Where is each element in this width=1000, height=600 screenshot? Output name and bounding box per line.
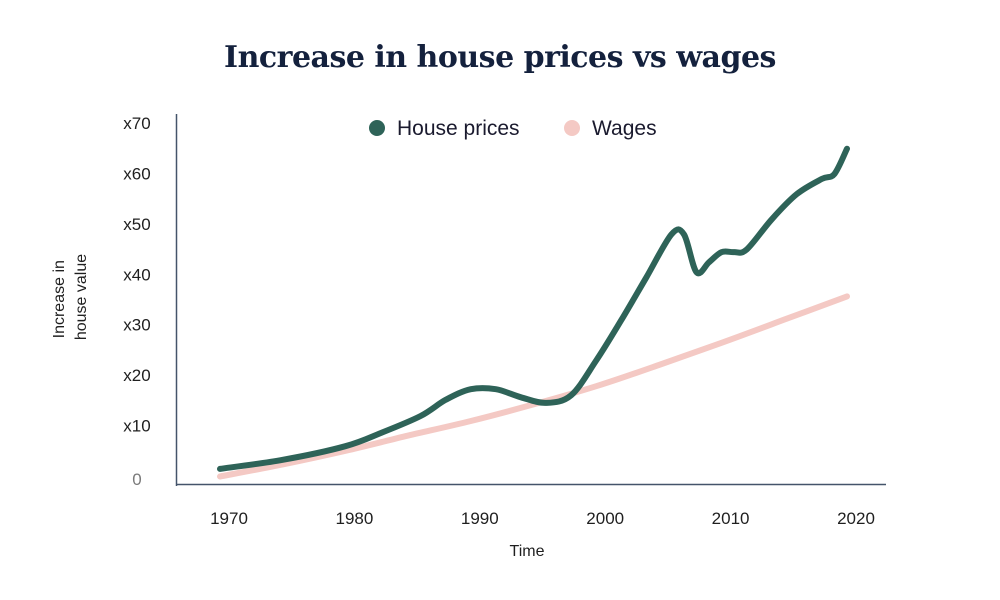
- y-axis-label-line-2: house value: [73, 254, 90, 340]
- y-tick-label: x60: [123, 164, 150, 183]
- x-tick-label: 1970: [210, 509, 248, 528]
- y-tick-label: x70: [123, 114, 150, 133]
- y-tick-label: x30: [123, 316, 150, 335]
- legend: House prices Wages: [369, 117, 657, 140]
- y-tick-label: 0: [132, 470, 141, 489]
- x-tick-label: 2020: [837, 509, 875, 528]
- series-line-house-prices: [217, 145, 850, 472]
- y-tick-label: x10: [123, 417, 150, 436]
- x-tick-label: 2010: [712, 509, 750, 528]
- y-axis-label: Increase in house value: [51, 254, 90, 340]
- legend-marker-wages: [564, 120, 580, 136]
- x-tick-label: 1990: [461, 509, 499, 528]
- legend-label-house-prices: House prices: [397, 117, 520, 140]
- y-axis-label-line-1: Increase in: [51, 260, 68, 338]
- legend-marker-house-prices: [369, 120, 385, 136]
- x-tick-label: 2000: [586, 509, 624, 528]
- y-tick-label: x20: [123, 366, 150, 385]
- x-tick-label: 1980: [335, 509, 373, 528]
- series-line-wages: [217, 293, 850, 480]
- y-tick-label: x50: [123, 215, 150, 234]
- x-axis-label: Time: [510, 543, 545, 560]
- y-tick-label: x40: [123, 265, 150, 284]
- legend-label-wages: Wages: [592, 117, 657, 140]
- chart-title: Increase in house prices vs wages: [224, 40, 776, 75]
